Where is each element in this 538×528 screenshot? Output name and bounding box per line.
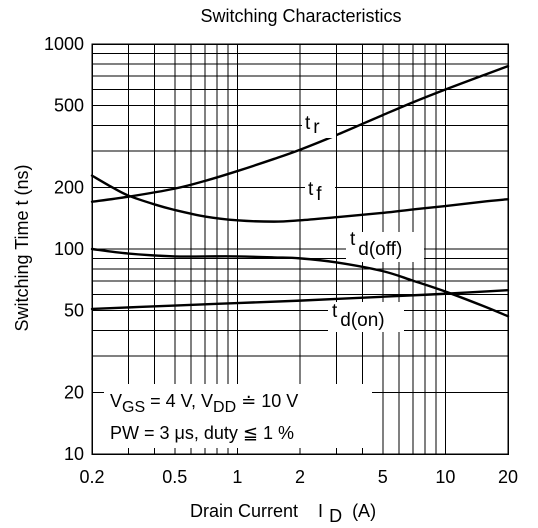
x-tick-label: 10 (435, 467, 455, 487)
label-tdon: t d(on) (332, 301, 385, 331)
y-axis-label: Switching Time t (ns) (12, 164, 32, 331)
x-tick-label: 2 (295, 467, 305, 487)
chart-title: Switching Characteristics (200, 6, 401, 26)
series-tdoff-curve (90, 247, 510, 318)
y-tick-label: 500 (54, 96, 84, 116)
y-tick-label: 20 (64, 382, 84, 402)
y-tick-label: 100 (54, 239, 84, 259)
x-tick-label: 1 (232, 467, 242, 487)
series-tf-curve (90, 174, 510, 223)
plot-frame (91, 43, 509, 455)
series-tr-curve (90, 64, 510, 203)
y-tick-label: 50 (64, 301, 84, 321)
condition-voltage: VGS = 4 V, VDD ≐ 10 V (110, 391, 298, 416)
x-tick-label: 0.5 (162, 467, 187, 487)
x-axis-label: Drain Current I D (A) (190, 501, 376, 526)
test-conditions: VGS = 4 V, VDD ≐ 10 V PW = 3 μs, duty ≦ … (104, 384, 372, 448)
x-tick-labels: 0.2 0.5 1 2 5 10 20 (79, 467, 518, 487)
series-tdon-curve (90, 288, 510, 311)
x-tick-label: 0.2 (79, 467, 104, 487)
label-tdoff: t d(off) (350, 229, 402, 260)
x-tick-label: 20 (498, 467, 518, 487)
y-tick-label: 1000 (44, 34, 84, 54)
condition-pulse: PW = 3 μs, duty ≦ 1 % (110, 423, 294, 443)
y-tick-labels: 10 20 50 100 200 500 1000 (44, 34, 84, 464)
y-tick-label: 10 (64, 444, 84, 464)
y-tick-label: 200 (54, 177, 84, 197)
series-curves (90, 64, 510, 318)
x-tick-label: 5 (378, 467, 388, 487)
